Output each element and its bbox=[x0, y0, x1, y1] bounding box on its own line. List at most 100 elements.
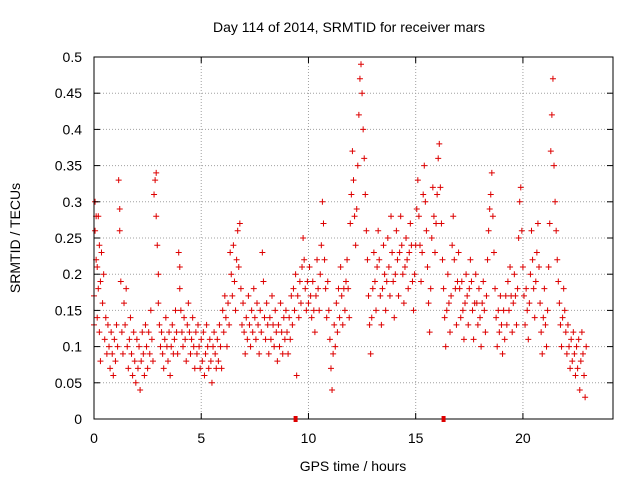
data-point-plus bbox=[288, 292, 295, 299]
data-point-plus bbox=[363, 227, 370, 234]
data-point-plus bbox=[290, 285, 297, 292]
data-point-plus bbox=[559, 314, 566, 321]
data-point-plus bbox=[453, 321, 460, 328]
data-point-plus bbox=[100, 271, 107, 278]
data-point-plus bbox=[245, 292, 252, 299]
data-point-plus bbox=[223, 343, 230, 350]
data-point-plus bbox=[445, 300, 452, 307]
data-point-plus bbox=[350, 177, 357, 184]
data-point-plus bbox=[128, 350, 135, 357]
data-point-plus bbox=[271, 343, 278, 350]
data-point-plus bbox=[460, 336, 467, 343]
data-point-plus bbox=[451, 256, 458, 263]
data-point-plus bbox=[407, 220, 414, 227]
data-point-plus bbox=[474, 321, 481, 328]
data-point-plus bbox=[534, 220, 541, 227]
data-point-plus bbox=[258, 329, 265, 336]
data-point-plus bbox=[151, 191, 158, 198]
data-point-plus bbox=[561, 307, 568, 314]
data-point-plus bbox=[141, 372, 148, 379]
data-point-plus bbox=[423, 227, 430, 234]
data-point-plus bbox=[425, 300, 432, 307]
data-point-plus bbox=[475, 285, 482, 292]
data-point-plus bbox=[197, 365, 204, 372]
y-tick-label: 0.15 bbox=[55, 302, 82, 318]
data-point-plus bbox=[284, 329, 291, 336]
data-point-plus bbox=[546, 220, 553, 227]
data-point-plus bbox=[173, 329, 180, 336]
data-point-plus bbox=[212, 350, 219, 357]
data-point-plus bbox=[152, 177, 159, 184]
data-point-plus bbox=[292, 271, 299, 278]
data-point-plus bbox=[192, 329, 199, 336]
data-point-plus bbox=[185, 300, 192, 307]
data-point-plus bbox=[441, 314, 448, 321]
data-point-plus bbox=[314, 256, 321, 263]
data-point-plus bbox=[320, 220, 327, 227]
zero-marker bbox=[441, 416, 446, 422]
data-point-plus bbox=[354, 162, 361, 169]
data-point-plus bbox=[556, 300, 563, 307]
data-point-plus bbox=[498, 321, 505, 328]
data-point-plus bbox=[390, 278, 397, 285]
data-point-plus bbox=[376, 256, 383, 263]
data-point-plus bbox=[578, 329, 585, 336]
data-points bbox=[91, 61, 590, 401]
data-point-plus bbox=[410, 307, 417, 314]
data-point-plus bbox=[373, 307, 380, 314]
data-point-plus bbox=[338, 292, 345, 299]
data-point-plus bbox=[96, 329, 103, 336]
data-point-plus bbox=[440, 285, 447, 292]
data-point-plus bbox=[238, 321, 245, 328]
data-point-plus bbox=[148, 336, 155, 343]
data-point-plus bbox=[384, 235, 391, 241]
data-point-plus bbox=[379, 285, 386, 292]
data-point-plus bbox=[330, 350, 337, 357]
data-point-plus bbox=[581, 372, 588, 379]
grid-lines bbox=[94, 57, 613, 419]
data-point-plus bbox=[484, 256, 491, 263]
data-point-plus bbox=[253, 300, 260, 307]
data-point-plus bbox=[196, 343, 203, 350]
data-point-plus bbox=[353, 206, 360, 213]
data-point-plus bbox=[500, 307, 507, 314]
data-point-plus bbox=[505, 307, 512, 314]
data-point-plus bbox=[543, 343, 550, 350]
data-point-plus bbox=[395, 292, 402, 299]
data-point-plus bbox=[479, 300, 486, 307]
data-point-plus bbox=[187, 350, 194, 357]
y-tick-label: 0.45 bbox=[55, 85, 82, 101]
data-point-plus bbox=[438, 220, 445, 227]
data-point-plus bbox=[507, 263, 514, 270]
data-point-plus bbox=[548, 111, 555, 118]
data-point-plus bbox=[236, 220, 243, 227]
data-point-plus bbox=[206, 336, 213, 343]
data-point-plus bbox=[323, 314, 330, 321]
data-point-plus bbox=[334, 329, 341, 336]
data-point-plus bbox=[511, 271, 518, 278]
data-point-plus bbox=[355, 111, 362, 118]
data-point-plus bbox=[237, 285, 244, 292]
data-point-plus bbox=[524, 307, 531, 314]
data-point-plus bbox=[566, 343, 573, 350]
data-point-plus bbox=[443, 307, 450, 314]
data-point-plus bbox=[164, 358, 171, 365]
data-point-plus bbox=[316, 307, 323, 314]
data-point-plus bbox=[569, 358, 576, 365]
data-point-plus bbox=[459, 307, 466, 314]
data-point-plus bbox=[367, 350, 374, 357]
x-tick-label: 10 bbox=[301, 430, 317, 446]
data-point-plus bbox=[324, 278, 331, 285]
data-point-plus bbox=[381, 271, 388, 278]
data-point-plus bbox=[286, 314, 293, 321]
data-point-plus bbox=[472, 271, 479, 278]
data-point-plus bbox=[416, 242, 423, 249]
data-point-plus bbox=[547, 148, 554, 155]
data-point-plus bbox=[277, 300, 284, 307]
data-point-plus bbox=[392, 271, 399, 278]
data-point-plus bbox=[502, 292, 509, 299]
data-point-plus bbox=[279, 350, 286, 357]
data-point-plus bbox=[202, 350, 209, 357]
